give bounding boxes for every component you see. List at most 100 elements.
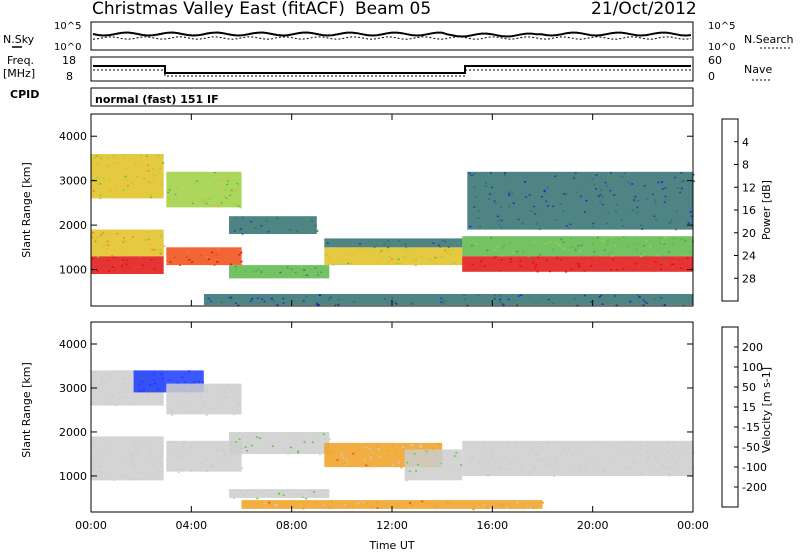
data-speckle xyxy=(412,471,414,473)
data-speckle xyxy=(108,402,111,404)
data-speckle xyxy=(224,453,226,456)
data-speckle xyxy=(615,210,618,212)
data-speckle xyxy=(471,457,474,459)
data-speckle xyxy=(661,464,664,467)
data-speckle xyxy=(223,391,226,394)
data-speckle xyxy=(631,183,634,185)
data-speckle xyxy=(187,251,190,253)
data-speckle xyxy=(664,187,667,189)
data-speckle xyxy=(260,225,263,227)
data-speckle xyxy=(609,236,612,238)
data-speckle xyxy=(580,465,583,468)
data-speckle xyxy=(235,295,238,298)
data-speckle xyxy=(647,453,650,455)
data-speckle xyxy=(159,168,161,170)
data-speckle xyxy=(559,203,562,205)
data-speckle xyxy=(225,397,228,399)
data-speckle xyxy=(545,242,548,245)
data-speckle xyxy=(168,201,171,204)
data-speckle xyxy=(256,436,259,438)
data-speckle xyxy=(638,266,640,268)
data-speckle xyxy=(109,450,112,453)
data-speckle xyxy=(557,244,560,246)
data-speckle xyxy=(408,240,411,242)
data-speckle xyxy=(117,163,120,165)
data-speckle xyxy=(286,266,289,268)
data-speckle xyxy=(431,448,434,450)
data-speckle xyxy=(671,299,674,302)
data-speckle xyxy=(570,268,573,270)
data-speckle xyxy=(596,236,599,239)
data-speckle xyxy=(567,227,570,229)
data-speckle xyxy=(579,250,582,252)
data-speckle xyxy=(629,448,632,450)
data-speckle xyxy=(530,448,533,450)
data-speckle xyxy=(680,172,683,174)
data-speckle xyxy=(406,249,409,251)
data-speckle xyxy=(99,183,102,185)
data-speckle xyxy=(425,502,428,504)
data-speckle xyxy=(201,199,204,201)
data-speckle xyxy=(239,228,242,230)
x-tick-label: 04:00 xyxy=(175,519,207,532)
data-speckle xyxy=(425,450,428,453)
data-speckle xyxy=(503,243,506,246)
data-speckle xyxy=(201,381,204,383)
data-speckle xyxy=(544,463,547,466)
data-speckle xyxy=(244,269,247,272)
data-speckle xyxy=(119,476,122,478)
data-speckle xyxy=(119,396,122,398)
data-speckle xyxy=(160,373,163,375)
data-speckle xyxy=(234,202,237,205)
data-speckle xyxy=(639,224,642,227)
data-speckle xyxy=(469,457,472,459)
data-speckle xyxy=(362,501,365,504)
data-speckle xyxy=(534,266,537,269)
data-speckle xyxy=(395,262,398,265)
data-speckle xyxy=(463,298,466,300)
data-speckle xyxy=(390,258,393,260)
data-speckle xyxy=(689,211,692,213)
data-speckle xyxy=(676,452,679,455)
data-speckle xyxy=(575,191,578,194)
data-band xyxy=(324,238,463,248)
data-speckle xyxy=(534,441,537,443)
data-speckle xyxy=(134,267,137,269)
plot-frame xyxy=(90,321,694,513)
data-speckle xyxy=(265,219,268,222)
data-band xyxy=(241,500,543,509)
data-speckle xyxy=(378,456,381,458)
data-speckle xyxy=(295,492,298,495)
data-speckle xyxy=(530,210,533,212)
data-speckle xyxy=(250,221,253,223)
noise-panel-frame xyxy=(90,21,694,51)
data-speckle xyxy=(494,256,497,258)
data-speckle xyxy=(173,453,176,455)
data-speckle xyxy=(392,464,395,467)
data-speckle xyxy=(96,461,99,463)
data-speckle xyxy=(621,175,624,178)
data-speckle xyxy=(692,180,695,182)
data-speckle xyxy=(282,302,285,304)
data-speckle xyxy=(160,462,162,464)
data-speckle xyxy=(440,463,443,466)
data-speckle xyxy=(329,296,332,299)
data-speckle xyxy=(137,266,140,268)
data-speckle xyxy=(660,464,663,466)
data-speckle xyxy=(420,256,423,259)
data-speckle xyxy=(122,189,125,192)
data-speckle xyxy=(618,239,620,241)
data-speckle xyxy=(305,218,308,220)
data-speckle xyxy=(515,443,517,445)
data-speckle xyxy=(205,470,208,472)
data-speckle xyxy=(536,270,539,273)
data-speckle xyxy=(226,189,229,192)
data-speckle xyxy=(114,404,117,407)
data-speckle xyxy=(673,441,676,443)
data-speckle xyxy=(606,244,609,246)
data-speckle xyxy=(191,187,194,189)
data-speckle xyxy=(363,248,366,250)
data-speckle xyxy=(186,409,189,412)
data-speckle xyxy=(368,448,371,450)
data-speckle xyxy=(130,453,133,455)
